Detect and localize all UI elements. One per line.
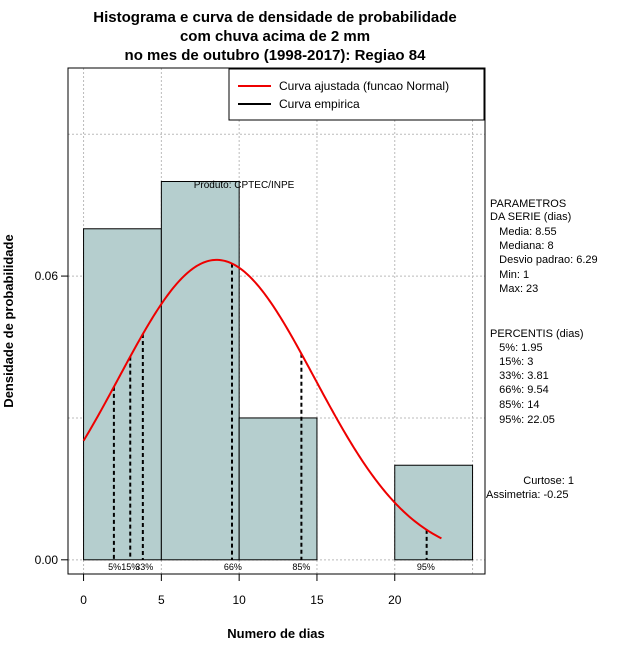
percentile-lines: 5% 15%33% 66% 85% 95% [108, 263, 435, 572]
param-line: Min: 1 [490, 269, 529, 281]
x-tick-label: 0 [80, 593, 87, 607]
legend-box [228, 68, 485, 121]
x-tick-label: 10 [232, 593, 246, 607]
x-tick-label: 15 [310, 593, 324, 607]
param-line: Desvio padrao: 6.29 [490, 254, 598, 266]
x-tick-label: 20 [388, 593, 402, 607]
legend-label-fit: Curva ajustada (funcao Normal) [279, 79, 449, 93]
chart-title-line-2: com chuva acima de 2 mm [180, 28, 370, 45]
chart-title-line-3: no mes de outubro (1998-2017): Regiao 84 [125, 47, 427, 64]
y-tick-label: 0.06 [35, 269, 59, 283]
percentile-line: 5%: 1.95 [490, 342, 543, 354]
percentile-line: PERCENTIS (dias) [490, 328, 584, 340]
param-line: PARAMETROS [490, 198, 566, 210]
legend-label-empirical: Curva empirica [279, 97, 360, 111]
histogram-bars [83, 180, 474, 561]
histogram-bar [238, 417, 318, 561]
percentile-tick-label: 85% [292, 562, 310, 572]
percentile-line: 66%: 9.54 [490, 384, 549, 396]
percentile-line: 85%: 14 [490, 399, 540, 411]
percentiles-panel: PERCENTIS (dias) 5%: 1.95 15%: 3 33%: 3.… [490, 328, 584, 426]
y-axis-label: Densidade de probabilidade [1, 234, 16, 407]
x-tick-label: 5 [158, 593, 165, 607]
curtose-value: Curtose: 1 [523, 475, 574, 487]
legend: Curva ajustada (funcao Normal) Curva emp… [228, 68, 485, 121]
parameters-panel: PARAMETROS DA SERIE (dias) Media: 8.55 M… [490, 198, 598, 295]
x-axis-label: Numero de dias [227, 626, 325, 641]
normal-fit-curve [82, 258, 442, 540]
param-line: DA SERIE (dias) [490, 211, 571, 223]
percentile-tick-label: 95% [417, 562, 435, 572]
param-line: Media: 8.55 [490, 226, 557, 238]
chart-title-line-1: Histograma e curva de densidade de proba… [93, 9, 456, 26]
percentile-tick-label: 66% [224, 562, 242, 572]
product-annotation: Produto: CPTEC/INPE [194, 180, 295, 191]
percentile-line: 33%: 3.81 [490, 370, 549, 382]
percentile-tick-label: 33% [135, 562, 153, 572]
param-line: Mediana: 8 [490, 240, 554, 252]
param-line: Max: 23 [490, 283, 538, 295]
percentile-line: 95%: 22.05 [490, 414, 555, 426]
percentile-tick-label: 5% [108, 562, 121, 572]
axes: 0 5 10 15 20 0.00 0.06 [35, 269, 402, 607]
y-tick-label: 0.00 [35, 553, 59, 567]
histogram-bar [160, 180, 240, 561]
histogram-bar [83, 228, 162, 561]
histogram-bar [394, 464, 474, 561]
assimetria-value: Assimetria: -0.25 [486, 489, 569, 501]
percentile-line: 15%: 3 [490, 356, 533, 368]
percentile-tick-label: 15% [121, 562, 139, 572]
